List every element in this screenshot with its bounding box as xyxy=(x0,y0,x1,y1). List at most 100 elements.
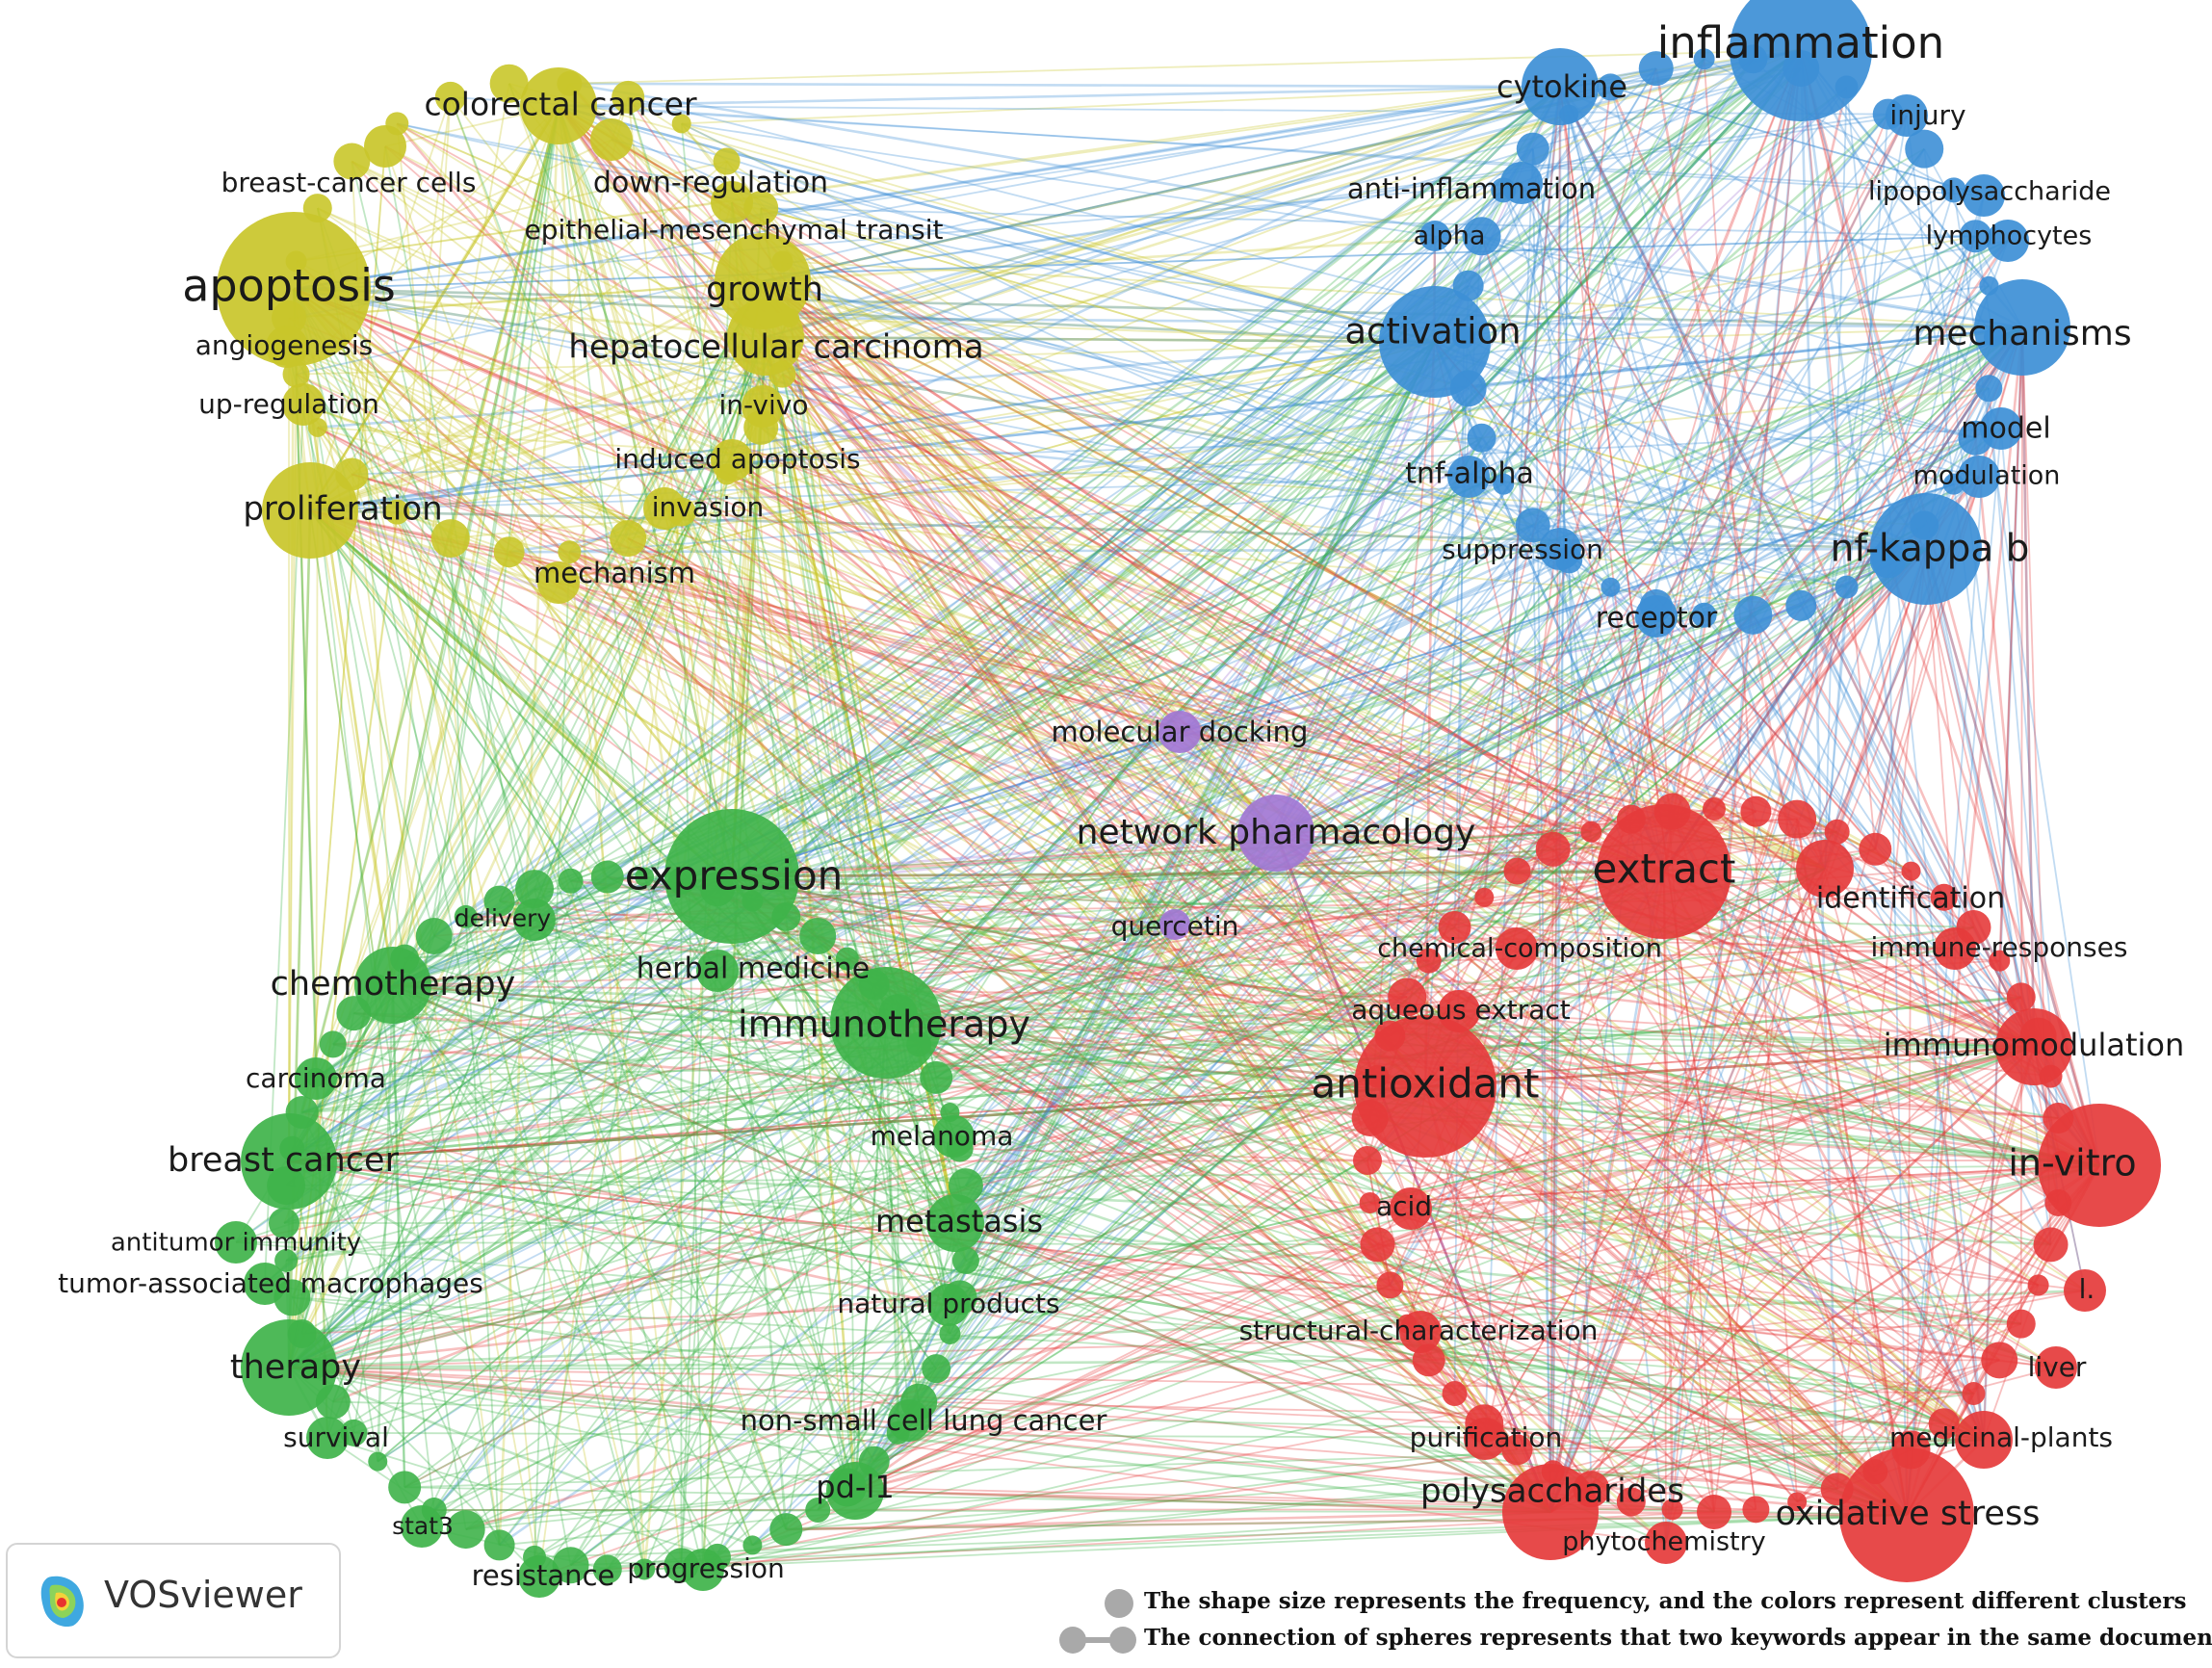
keyword-node[interactable] xyxy=(1500,162,1543,204)
cooccurrence-link xyxy=(1501,86,1562,484)
cooccurrence-link xyxy=(293,287,2023,329)
cooccurrence-link xyxy=(301,957,848,1113)
keyword-node[interactable] xyxy=(927,1284,970,1326)
keyword-node[interactable] xyxy=(742,385,784,428)
cooccurrence-link xyxy=(854,1202,2059,1492)
keyword-node[interactable] xyxy=(830,967,942,1079)
keyword-node[interactable] xyxy=(401,1505,443,1548)
keyword-node[interactable] xyxy=(1447,456,1490,498)
keyword-node[interactable] xyxy=(590,118,633,161)
keyword-node[interactable] xyxy=(1645,1522,1687,1564)
keyword-node[interactable] xyxy=(1158,711,1201,753)
cooccurrence-link xyxy=(760,207,1551,1513)
keyword-node[interactable] xyxy=(1730,0,1872,121)
cooccurrence-link xyxy=(1410,1163,2100,1211)
keyword-node[interactable] xyxy=(727,299,804,376)
keyword-node[interactable] xyxy=(926,1194,984,1252)
keyword-node[interactable] xyxy=(217,212,371,366)
keyword-node[interactable] xyxy=(1886,94,1928,137)
keyword-node[interactable] xyxy=(513,899,556,941)
keyword-node[interactable] xyxy=(306,1417,349,1459)
cooccurrence-link xyxy=(315,48,1802,1081)
keyword-label: progression xyxy=(627,1552,785,1584)
cooccurrence-link xyxy=(731,340,1436,878)
keyword-node[interactable] xyxy=(1237,795,1314,872)
keyword-node[interactable] xyxy=(643,487,686,530)
keyword-node[interactable] xyxy=(244,1263,286,1305)
cooccurrence-link xyxy=(897,58,1705,1434)
keyword-node-unlabeled xyxy=(558,868,584,894)
keyword-node[interactable] xyxy=(282,383,325,426)
keyword-node[interactable] xyxy=(1464,1418,1506,1460)
keyword-node[interactable] xyxy=(664,809,799,944)
keyword-node[interactable] xyxy=(295,1057,337,1100)
keyword-node[interactable] xyxy=(888,1399,930,1442)
keyword-node[interactable] xyxy=(1419,221,1450,251)
keyword-node[interactable] xyxy=(1354,1015,1496,1158)
keyword-node[interactable] xyxy=(1995,1008,2072,1085)
keyword-label: breast-cancer cells xyxy=(221,167,477,198)
cooccurrence-link xyxy=(533,919,1426,1087)
keyword-node[interactable] xyxy=(1987,220,2029,262)
cooccurrence-link xyxy=(288,1359,1429,1369)
cooccurrence-link xyxy=(351,474,754,1546)
keyword-node[interactable] xyxy=(2038,1104,2161,1227)
keyword-node-unlabeled xyxy=(483,1529,515,1561)
keyword-node[interactable] xyxy=(1974,279,2070,376)
cooccurrence-link xyxy=(702,1368,937,1571)
cooccurrence-link xyxy=(377,280,765,986)
keyword-node[interactable] xyxy=(1870,493,1982,605)
keyword-node[interactable] xyxy=(1839,1447,1974,1582)
cooccurrence-link xyxy=(308,509,951,1335)
cooccurrence-link xyxy=(1752,614,1945,899)
keyword-node[interactable] xyxy=(1796,840,1854,898)
cooccurrence-link xyxy=(315,605,1802,1369)
keyword-node[interactable] xyxy=(1934,927,1976,970)
keyword-node[interactable] xyxy=(711,181,753,223)
keyword-node[interactable] xyxy=(266,326,308,368)
keyword-node[interactable] xyxy=(1379,286,1491,398)
keyword-node[interactable] xyxy=(682,1549,724,1591)
keyword-node[interactable] xyxy=(1399,1311,1442,1353)
keyword-node[interactable] xyxy=(1958,456,2000,498)
keyword-node[interactable] xyxy=(1159,909,1190,940)
keyword-node[interactable] xyxy=(1980,407,2022,450)
keyword-node[interactable] xyxy=(696,950,739,992)
keyword-node-unlabeled xyxy=(1661,1499,1683,1521)
keyword-node[interactable] xyxy=(2064,1269,2106,1312)
cooccurrence-link xyxy=(1274,832,1552,1513)
keyword-label: angiogenesis xyxy=(195,329,374,361)
keyword-node[interactable] xyxy=(262,462,358,559)
keyword-node[interactable] xyxy=(1597,804,1731,939)
keyword-node[interactable] xyxy=(354,947,431,1024)
cooccurrence-link xyxy=(569,1022,888,1566)
keyword-node[interactable] xyxy=(1963,174,2005,217)
keyword-node[interactable] xyxy=(1635,595,1678,638)
keyword-node[interactable] xyxy=(520,67,597,144)
cooccurrence-link xyxy=(332,870,1665,1403)
cooccurrence-link xyxy=(1453,336,1465,1394)
keyword-node[interactable] xyxy=(1522,48,1599,125)
keyword-node[interactable] xyxy=(1502,1464,1599,1560)
keyword-node[interactable] xyxy=(364,125,406,168)
keyword-node[interactable] xyxy=(241,1113,337,1210)
cooccurrence-link xyxy=(1551,848,1913,1450)
cooccurrence-link xyxy=(377,615,1657,1463)
keyword-node[interactable] xyxy=(932,1115,975,1158)
keyword-node[interactable] xyxy=(1539,528,1581,570)
keyword-node[interactable] xyxy=(215,1221,257,1264)
keyword-node[interactable] xyxy=(1955,1411,2013,1469)
cooccurrence-link xyxy=(885,959,1429,1025)
keyword-node[interactable] xyxy=(518,1555,560,1598)
keyword-node[interactable] xyxy=(1496,927,1538,970)
keyword-node[interactable] xyxy=(826,1462,884,1520)
cooccurrence-link xyxy=(1424,1085,1945,1424)
cooccurrence-link xyxy=(309,509,887,1024)
keyword-node[interactable] xyxy=(241,1319,337,1416)
keyword-node[interactable] xyxy=(537,561,580,604)
cooccurrence-link xyxy=(283,875,733,1224)
keyword-node[interactable] xyxy=(1390,1187,1432,1230)
keyword-node-unlabeled xyxy=(368,1451,388,1472)
keyword-node[interactable] xyxy=(711,439,753,482)
keyword-node[interactable] xyxy=(2035,1346,2077,1389)
